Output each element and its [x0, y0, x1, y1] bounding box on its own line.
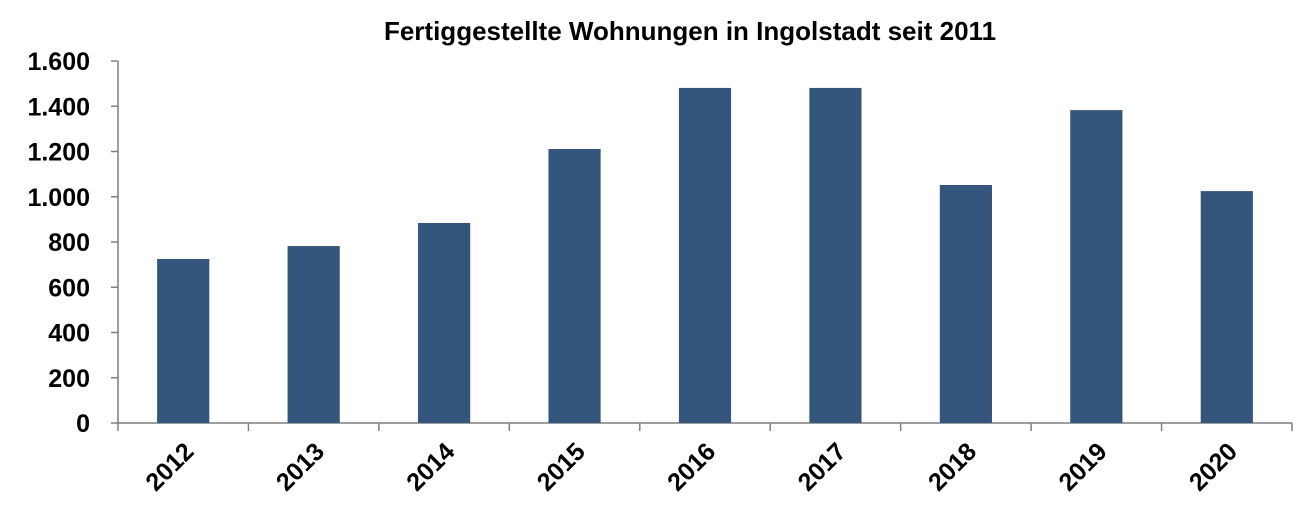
- x-tick-label: 2019: [1053, 437, 1112, 496]
- y-tick-label: 400: [48, 320, 90, 348]
- y-tick-label: 1.200: [27, 139, 90, 167]
- y-tick-label: 200: [48, 365, 90, 393]
- x-tick-label: 2016: [662, 437, 721, 496]
- bar: [678, 87, 732, 423]
- bar: [157, 258, 210, 423]
- bar: [809, 87, 862, 423]
- x-tick-label: 2020: [1184, 437, 1243, 496]
- y-tick-label: 1.600: [27, 48, 90, 76]
- y-tick-label: 800: [48, 229, 90, 257]
- bar: [1200, 191, 1253, 423]
- x-tick-label: 2017: [793, 437, 852, 496]
- x-tick-label: 2013: [271, 437, 330, 496]
- x-tick-label: 2014: [401, 437, 460, 496]
- x-tick-label: 2015: [532, 437, 591, 496]
- y-tick-label: 1.400: [27, 93, 90, 121]
- bar: [548, 149, 601, 424]
- bar: [287, 246, 340, 423]
- y-tick-label: 0: [76, 410, 90, 438]
- bar: [1070, 110, 1123, 423]
- bar: [939, 184, 992, 423]
- bar: [418, 222, 471, 423]
- y-tick-label: 1.000: [27, 184, 90, 212]
- x-tick-label: 2018: [923, 437, 982, 496]
- y-tick-label: 600: [48, 274, 90, 302]
- x-tick-label: 2012: [140, 437, 199, 496]
- chart-title: Fertiggestellte Wohnungen in Ingolstadt …: [384, 16, 996, 46]
